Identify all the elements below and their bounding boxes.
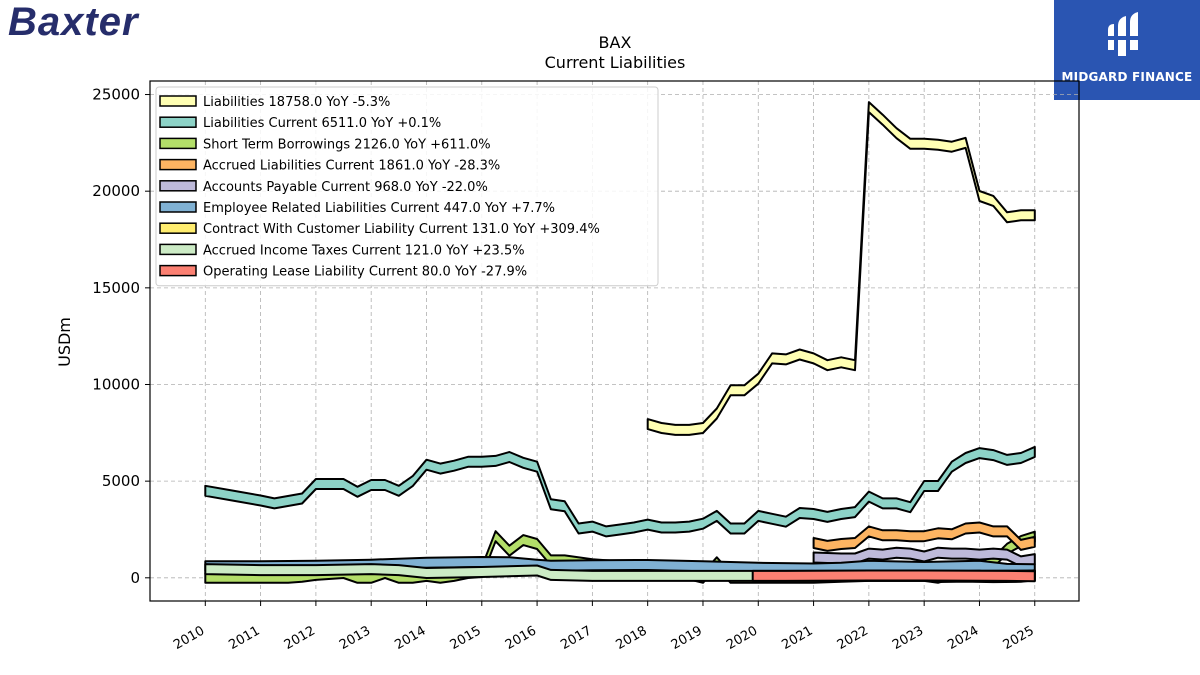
legend-swatch	[159, 243, 197, 256]
x-tick-label: 2010	[171, 623, 207, 653]
x-tick-label: 2015	[448, 623, 484, 653]
x-tick-label: 2021	[779, 623, 815, 653]
series-band	[751, 569, 1036, 583]
chart-title: BAX	[599, 33, 632, 52]
plot-frame	[149, 80, 1080, 602]
partner-name: MIDGARD FINANCE	[1061, 70, 1193, 84]
y-tick-label: 10000	[92, 375, 140, 393]
legend-swatch	[159, 222, 197, 234]
x-tick-label: 2022	[835, 623, 871, 653]
legend-entry: Liabilities Current 6511.0 YoY +0.1%	[203, 116, 441, 131]
legend-entry: Short Term Borrowings 2126.0 YoY +611.0%	[203, 137, 491, 152]
x-tick-label: 2019	[669, 623, 705, 653]
legend-box	[155, 86, 659, 287]
legend-swatch	[159, 201, 197, 213]
series-band	[204, 445, 1036, 538]
y-tick-label: 20000	[92, 182, 140, 200]
legend-swatch	[159, 116, 197, 128]
series-band	[812, 521, 1036, 552]
y-tick-label: 0	[130, 569, 140, 587]
legend-entry: Liabilities 18758.0 YoY -5.3%	[203, 95, 390, 110]
series-layer	[204, 101, 1036, 584]
series-band	[646, 101, 1036, 436]
x-tick-label: 2016	[503, 623, 539, 653]
x-tick-label: 2020	[724, 623, 760, 653]
legend-swatch	[159, 264, 197, 277]
chart-subtitle: Current Liabilities	[545, 53, 686, 72]
legend: Liabilities 18758.0 YoY -5.3% Liabilities…	[155, 86, 659, 287]
x-tick-label: 2017	[558, 623, 594, 653]
x-tick-label: 2011	[226, 623, 262, 653]
legend-entry: Accrued Income Taxes Current 121.0 YoY +…	[203, 243, 525, 258]
legend-swatch	[159, 137, 197, 150]
x-tick-label: 2018	[614, 623, 650, 653]
x-tick-label: 2024	[945, 623, 981, 653]
y-tick-label: 5000	[102, 472, 140, 490]
legend-swatch	[159, 180, 197, 192]
legend-entry: Operating Lease Liability Current 80.0 Y…	[203, 265, 527, 280]
y-tick-label: 25000	[92, 86, 140, 104]
legend-swatch	[159, 95, 197, 107]
baxter-logo: Baxter	[8, 0, 139, 44]
legend-entry: Employee Related Liabilities Current 447…	[203, 201, 555, 216]
legend-entry: Accrued Liabilities Current 1861.0 YoY -…	[203, 159, 500, 174]
legend-swatch	[159, 158, 197, 171]
midgard-logo-icon	[1108, 12, 1142, 56]
x-tick-label: 2013	[337, 623, 373, 653]
legend-entry: Accounts Payable Current 968.0 YoY -22.0…	[203, 180, 488, 195]
x-tick-label: 2012	[282, 623, 318, 653]
x-tick-label: 2023	[890, 623, 926, 653]
x-tick-label: 2014	[392, 623, 428, 653]
midgard-finance-badge: MIDGARD FINANCE	[1054, 0, 1200, 100]
y-tick-label: 15000	[92, 279, 140, 297]
x-tick-label: 2025	[1001, 623, 1037, 653]
y-axis-label: USDm	[55, 317, 74, 367]
legend-entry: Contract With Customer Liability Current…	[203, 222, 600, 237]
